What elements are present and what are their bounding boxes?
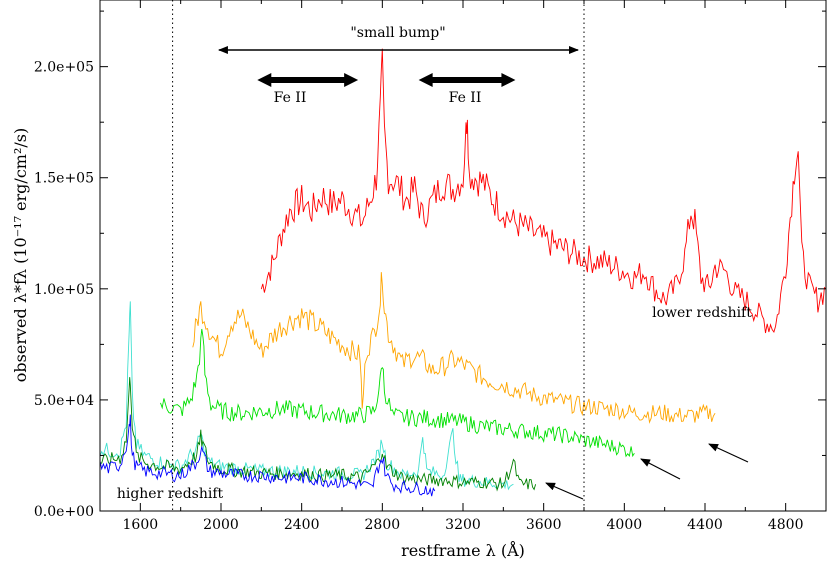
- series-line-1: [260, 48, 826, 334]
- y-axis-title: observed λ*fλ (10⁻¹⁷ erg/cm²/s): [11, 128, 30, 382]
- annotation-small-bump: "small bump": [350, 25, 445, 41]
- x-tick-label: 3200: [445, 517, 481, 533]
- x-tick-label: 1600: [123, 517, 159, 533]
- series-end-arrow-3: [545, 482, 584, 500]
- series-line-3: [160, 328, 635, 458]
- series-line-2: [192, 272, 716, 424]
- annotation-higher-redshift: higher redshift: [117, 486, 224, 502]
- x-tick-label: 4400: [687, 517, 723, 533]
- annotation-lower-redshift: lower redshift: [652, 305, 752, 321]
- annotation-fe2-right: Fe II: [449, 90, 482, 106]
- x-tick-label: 4000: [607, 517, 643, 533]
- y-tick-label: 1.5e+05: [34, 171, 94, 187]
- x-tick-label: 2800: [365, 517, 401, 533]
- series-end-arrow-2: [640, 458, 681, 480]
- fe2-left-arrow: [257, 73, 359, 87]
- annotation-layer: [217, 46, 749, 500]
- y-tick-label: 5.0e+04: [34, 393, 94, 409]
- series-line-6: [100, 414, 436, 497]
- y-tick-label: 1.0e+05: [34, 282, 94, 298]
- series-line-4: [100, 301, 514, 491]
- x-axis-title: restframe λ (Å): [401, 540, 525, 560]
- series-end-arrow-1: [708, 443, 749, 463]
- x-tick-label: 2000: [203, 517, 239, 533]
- vertical-lines-layer: [172, 0, 585, 511]
- fe2-right-arrow: [418, 73, 516, 87]
- series-layer: [100, 48, 826, 497]
- x-tick-label: 3600: [526, 517, 562, 533]
- y-tick-label: 2.0e+05: [34, 60, 94, 76]
- plot-frame: [99, 0, 827, 512]
- annotation-fe2-left: Fe II: [274, 90, 307, 106]
- y-tick-label: 0.0e+00: [34, 504, 94, 520]
- ticks-layer: 1600 2000 2400 2800 3200 3600 4000 4400 4800 0.0e…: [34, 0, 827, 533]
- x-tick-label: 2400: [284, 517, 320, 533]
- x-tick-label: 4800: [768, 517, 804, 533]
- series-line-5: [100, 377, 537, 492]
